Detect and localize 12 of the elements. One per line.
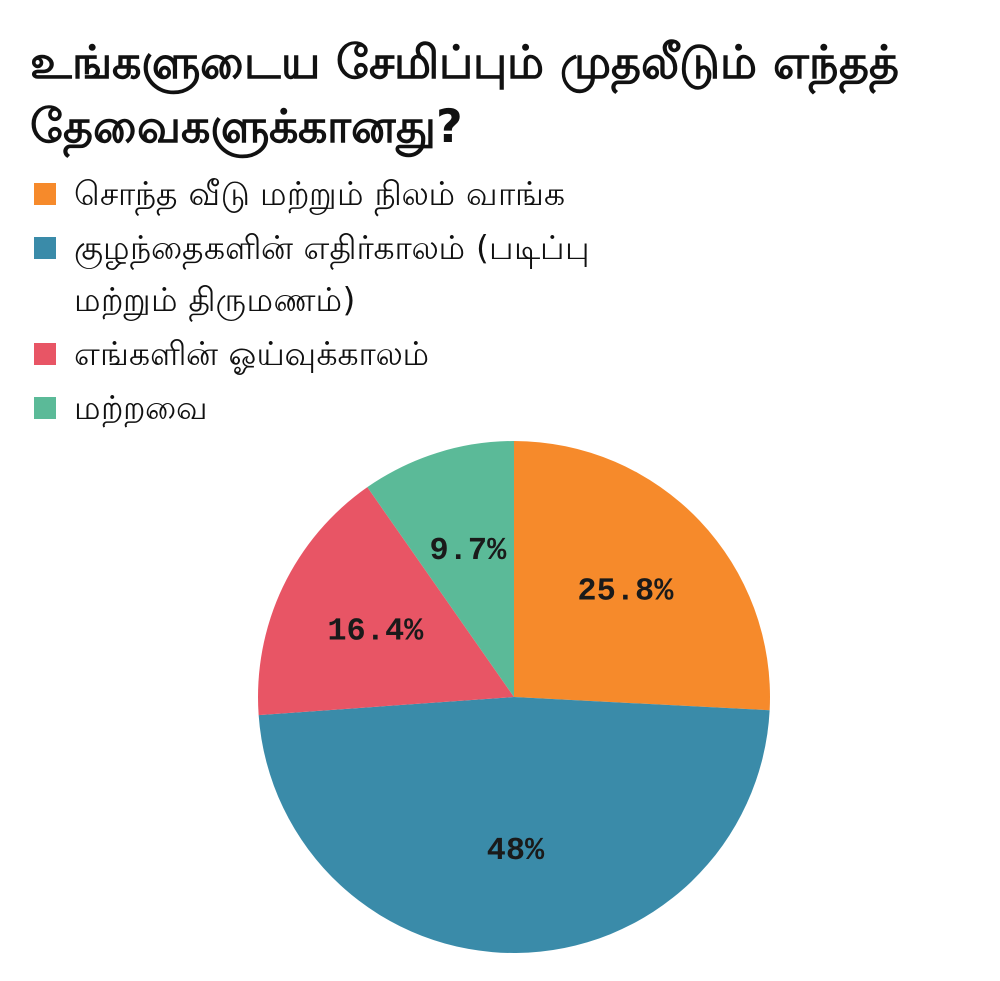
chart-title: உங்களுடைய சேமிப்பும் முதலீடும் எந்தத் தேவைகளுக்கானது? [30,34,900,158]
data-label: 48% [486,832,546,870]
legend-label: மற்றவை [74,387,208,430]
legend-label: குழந்தைகளின் எதிர்காலம் (படிப்பு மற்றும் திருமணம்) [74,227,591,324]
data-label: 9.7% [429,532,508,569]
legend-label: சொந்த வீடு மற்றும் நிலம் வாங்க [74,173,565,218]
pie-slice [514,441,770,710]
legend-label: எங்களின் ஓய்வுக்காலம் [74,333,430,377]
pie-slice [258,487,514,716]
pie-slice [258,697,770,953]
data-label: 25.8% [577,572,674,610]
data-label: 16.4% [327,612,424,650]
